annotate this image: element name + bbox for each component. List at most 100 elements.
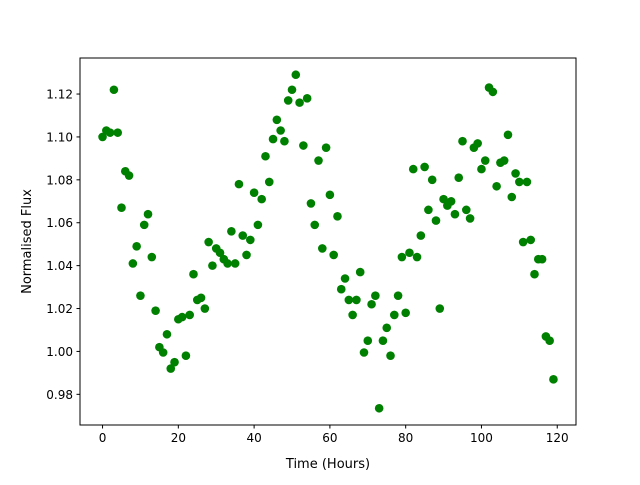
data-point bbox=[215, 248, 225, 258]
data-point bbox=[549, 375, 558, 384]
data-point bbox=[439, 194, 448, 204]
data-point bbox=[234, 179, 244, 189]
data-point bbox=[189, 269, 198, 279]
data-point bbox=[185, 310, 194, 320]
data-point bbox=[363, 336, 373, 346]
data-point bbox=[276, 126, 285, 135]
data-point bbox=[208, 261, 217, 270]
data-point bbox=[367, 299, 376, 309]
data-point bbox=[321, 143, 331, 152]
data-points bbox=[98, 70, 558, 413]
data-point bbox=[348, 310, 357, 320]
data-point bbox=[515, 177, 524, 187]
data-point bbox=[98, 132, 107, 142]
data-point bbox=[143, 209, 153, 219]
data-point bbox=[280, 136, 289, 146]
data-point bbox=[462, 205, 471, 215]
data-point bbox=[151, 306, 160, 315]
data-point bbox=[139, 220, 149, 230]
x-tick-label: 100 bbox=[470, 431, 493, 445]
data-point bbox=[454, 173, 464, 182]
data-point bbox=[359, 348, 369, 357]
data-point bbox=[109, 85, 119, 95]
x-tick-label: 60 bbox=[322, 431, 337, 445]
data-point bbox=[382, 323, 392, 333]
x-tick-label: 80 bbox=[398, 431, 413, 445]
data-point bbox=[477, 164, 486, 174]
data-point bbox=[200, 304, 210, 313]
data-point bbox=[310, 220, 320, 230]
y-tick-label: 1.00 bbox=[46, 345, 73, 359]
data-point bbox=[283, 96, 293, 105]
data-point bbox=[480, 156, 490, 165]
data-point bbox=[128, 259, 138, 268]
data-point bbox=[374, 403, 384, 413]
data-point bbox=[503, 130, 513, 140]
data-point bbox=[147, 252, 157, 262]
data-point bbox=[416, 231, 426, 240]
data-point bbox=[136, 291, 145, 300]
data-point bbox=[158, 348, 168, 357]
data-point bbox=[511, 169, 520, 178]
data-point bbox=[302, 94, 312, 103]
data-point bbox=[242, 250, 251, 260]
data-point bbox=[473, 139, 482, 148]
data-point bbox=[196, 293, 206, 303]
data-point bbox=[162, 329, 172, 339]
data-point bbox=[408, 164, 418, 174]
x-tick-label: 120 bbox=[546, 431, 569, 445]
data-point bbox=[390, 310, 399, 320]
data-point bbox=[446, 196, 456, 206]
data-point bbox=[424, 205, 433, 215]
data-point bbox=[170, 357, 179, 367]
x-axis-label: Time (Hours) bbox=[285, 457, 370, 472]
data-point bbox=[507, 192, 517, 202]
data-point bbox=[420, 162, 429, 172]
data-point bbox=[458, 136, 467, 146]
y-axis-label: Normalised Flux bbox=[20, 189, 35, 294]
data-point bbox=[397, 252, 407, 262]
data-point bbox=[530, 269, 539, 279]
data-point bbox=[113, 128, 123, 137]
data-point bbox=[291, 70, 301, 80]
data-point bbox=[526, 235, 536, 245]
data-point bbox=[314, 156, 323, 165]
data-point bbox=[246, 235, 255, 245]
data-point bbox=[412, 252, 422, 262]
data-point bbox=[253, 220, 263, 230]
data-point bbox=[522, 177, 532, 187]
data-point bbox=[227, 227, 236, 236]
data-point bbox=[333, 211, 342, 221]
axes-frame bbox=[79, 57, 577, 426]
data-point bbox=[124, 171, 134, 180]
data-point bbox=[518, 237, 528, 247]
data-point bbox=[238, 231, 248, 240]
y-tick-label: 1.12 bbox=[46, 88, 73, 102]
data-point bbox=[499, 156, 509, 165]
data-point bbox=[117, 203, 126, 213]
data-point bbox=[427, 175, 437, 185]
data-point bbox=[230, 259, 240, 268]
data-point bbox=[261, 151, 270, 161]
y-tick-label: 1.06 bbox=[46, 216, 73, 230]
data-point bbox=[465, 214, 475, 223]
data-point bbox=[340, 274, 350, 283]
x-tick-label: 0 bbox=[99, 431, 107, 445]
data-point bbox=[352, 295, 361, 305]
data-point bbox=[287, 85, 297, 95]
x-tick-label: 40 bbox=[246, 431, 261, 445]
y-tick-label: 1.10 bbox=[46, 130, 73, 144]
x-axis-ticks: 0 20 40 60 80 100 120 bbox=[99, 425, 569, 445]
data-point bbox=[545, 336, 554, 346]
data-point bbox=[295, 98, 304, 107]
data-point bbox=[325, 190, 335, 200]
data-point bbox=[264, 177, 274, 187]
y-tick-label: 0.98 bbox=[46, 388, 73, 402]
data-point bbox=[371, 291, 380, 300]
data-point bbox=[386, 351, 395, 361]
data-point bbox=[344, 295, 354, 305]
data-point bbox=[249, 188, 259, 198]
data-point bbox=[435, 304, 445, 313]
data-point bbox=[257, 194, 266, 204]
